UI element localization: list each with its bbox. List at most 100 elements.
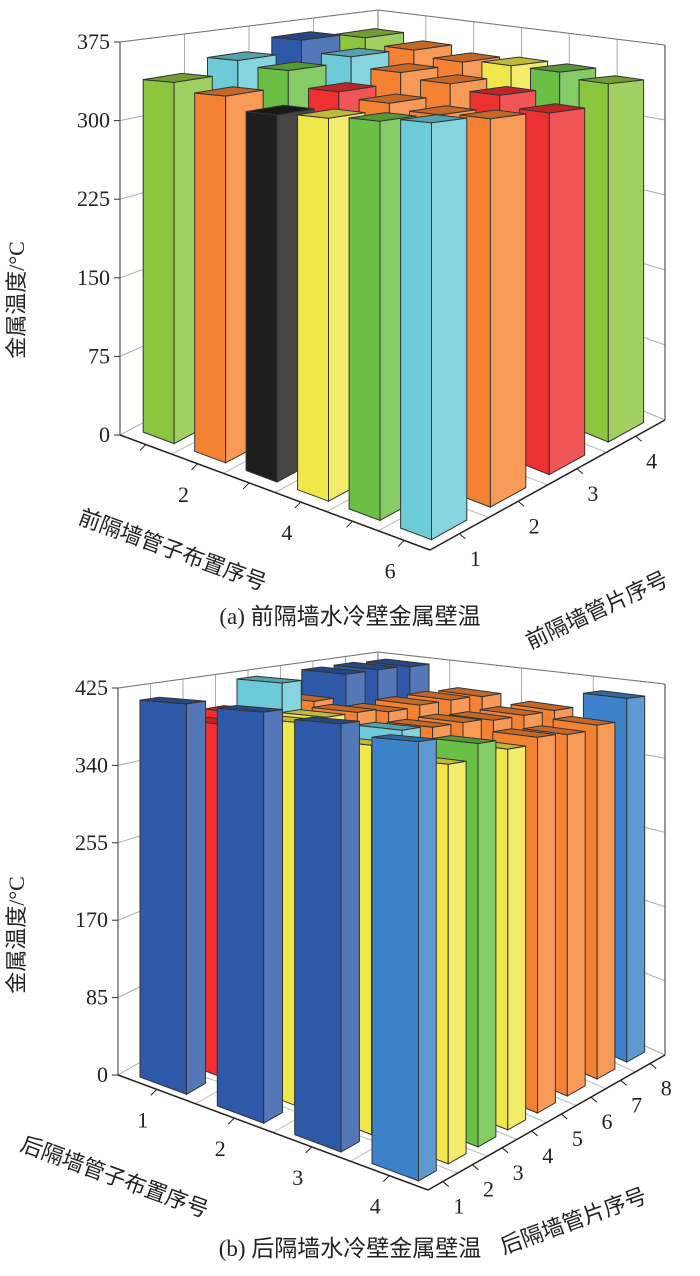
bar-face-left [216,707,265,1124]
z-tick-label: 225 [77,186,110,211]
bar-top [246,104,315,116]
bar-top [387,718,451,728]
frame-top-left [117,651,379,689]
z-tick-label: 340 [75,752,108,777]
y-tick-label: 3 [587,481,598,506]
bar-top [334,661,398,671]
bar-top [301,666,366,675]
y-tick-label: 1 [453,1194,464,1219]
y-tick [620,1079,627,1086]
bar-face-right [340,720,360,1153]
y-tick-label: 7 [631,1092,642,1117]
bar-face-left [194,92,227,464]
bar-top [375,696,439,706]
bar-top [336,28,404,39]
bar-x3-y1 [294,716,360,1153]
x-tick [346,520,353,528]
bar-top [407,690,470,701]
x-tick [139,444,147,451]
bar-face-right [566,731,586,1097]
bar-top [207,51,277,62]
x-tick [242,482,250,490]
z-tick-label: 150 [77,265,110,290]
y-tick [576,468,584,475]
z-tick-label: 0 [97,1062,108,1087]
x-tick-label: 2 [215,1136,226,1161]
bar-face-left [245,111,278,483]
x-tick [294,501,302,509]
bar-top [371,734,437,743]
bar-top [481,56,548,67]
bar-top [583,690,645,699]
bar-face-left [294,719,342,1153]
bar-top [271,31,340,41]
y-tick [501,1147,509,1154]
bar-top [139,696,206,705]
x-tick-label: 2 [178,482,189,507]
bar-top [522,725,586,736]
x-axis-line [117,1074,429,1191]
bar-top [409,105,476,116]
frame-top-left [119,9,379,43]
bar-x6-y4 [578,75,645,443]
z-axis-title: 金属温度/°C [4,241,29,359]
bar-top [530,63,596,73]
bar-top [280,709,345,718]
x-tick [191,463,198,471]
x-tick-label: 3 [292,1165,303,1190]
bar-top [349,112,416,122]
bar-top [579,75,644,85]
z-tick-label: 75 [88,343,110,368]
bar-face-right [263,708,283,1125]
bar-top [480,705,543,716]
z-tick-label: 425 [75,675,108,700]
bar-top [400,114,467,124]
bar-top [356,721,421,731]
bar-face-right [607,79,645,443]
bar-top [359,93,426,104]
bar-top [297,108,366,119]
y-tick-label: 2 [529,513,540,538]
y-tick [649,1063,657,1069]
x-tick [227,1117,235,1125]
bar-top [312,703,377,713]
bar-face-right [431,117,468,541]
bar-top [194,86,264,97]
bar-top [143,72,213,83]
x-tick-label: 1 [137,1107,148,1132]
chart-a-front-wall-temperature: 0 75 150 225 300 375 2 4 6 1 2 3 4 金属温度/°C 前隔墙管子布置序号前隔… [4,9,672,654]
bar-face-right [418,738,437,1182]
bar-face-right [477,740,497,1148]
chart-caption: (b) 后隔墙水冷壁金属壁温 [219,1236,482,1261]
bar-top [511,700,573,712]
y-tick-label: 2 [483,1177,494,1202]
bar-top [370,62,438,74]
frame-top-right [377,651,666,685]
y-tick-label: 4 [542,1143,553,1168]
x-axis-title: 后隔墙管子布置序号 [17,1131,212,1222]
bar-face-right [185,700,206,1096]
bar-x4-y1 [371,734,437,1182]
x-tick-label: 6 [385,558,396,583]
y-tick-label: 3 [513,1160,524,1185]
bar-top [492,728,556,738]
z-tick-label: 375 [77,29,110,54]
bar-top [217,704,283,713]
bar-top [432,735,496,745]
bar-top [438,687,501,698]
chart-caption: (a) 前隔墙水冷壁金属壁温 [219,604,480,629]
x-axis-line [119,434,431,551]
y-tick [635,435,642,442]
bar-top [366,658,430,668]
z-axis-title: 金属温度/°C [4,876,29,994]
bar-top [519,103,585,114]
bar-top [433,52,500,63]
x-tick-label: 4 [281,520,292,545]
y-axis-title: 后隔墙管片序号 [497,1183,650,1259]
frame-top-right [377,9,666,46]
bar-face-left [371,736,419,1182]
y-tick [472,1164,479,1171]
bar-face-right [596,721,616,1080]
